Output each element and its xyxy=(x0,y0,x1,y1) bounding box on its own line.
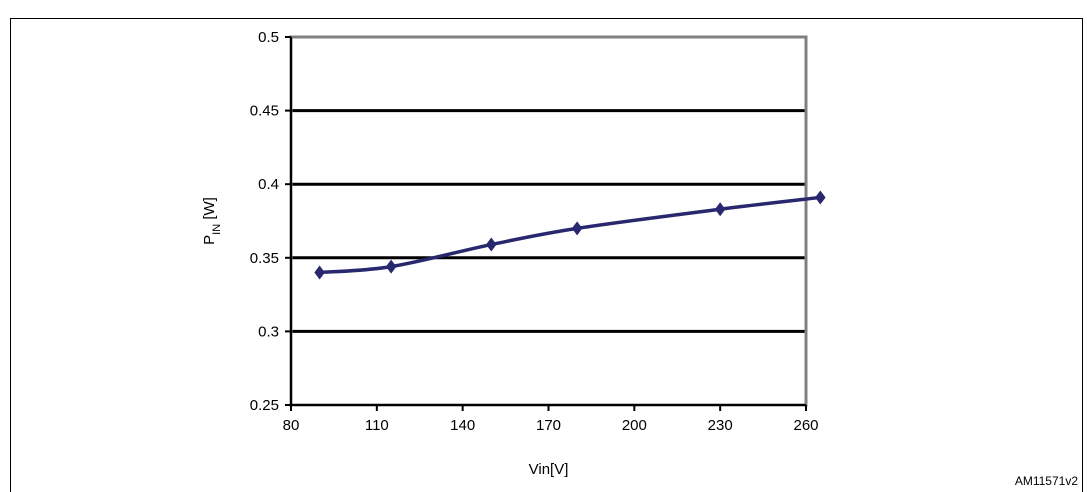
y-tick-label: 0.4 xyxy=(258,176,279,193)
y-axis-title-main: P xyxy=(201,235,218,245)
data-point-marker xyxy=(385,259,397,274)
x-tick-label: 110 xyxy=(365,417,389,434)
data-point-marker xyxy=(815,190,826,205)
x-tick-label: 260 xyxy=(793,417,818,434)
plot-area-border xyxy=(289,35,808,407)
data-series xyxy=(314,190,826,280)
y-axis-title-unit: [W] xyxy=(201,197,218,224)
x-tick-label: 230 xyxy=(708,417,733,434)
axes xyxy=(285,36,807,411)
series-line xyxy=(319,195,821,275)
y-tick-label: 0.45 xyxy=(250,103,279,120)
y-tick-label: 0.25 xyxy=(250,397,279,414)
y-tick-label: 0.3 xyxy=(258,323,279,340)
figure-id: AM11571v2 xyxy=(1015,474,1078,488)
y-axis-title: PIN [W] xyxy=(201,197,223,245)
tick-labels: 0.25 0.3 0.35 0.4 0.45 0.5 80 110 140 170 200 230 26… xyxy=(250,29,819,434)
figure-frame xyxy=(10,18,1083,492)
data-point-marker xyxy=(571,221,583,236)
data-point-marker xyxy=(486,237,497,252)
y-axis-title-subscript: IN xyxy=(211,224,223,235)
grid-lines xyxy=(291,109,806,333)
y-tick-label: 0.5 xyxy=(258,29,279,46)
data-point-marker xyxy=(714,202,726,217)
x-tick-label: 80 xyxy=(283,417,300,434)
x-axis-title: Vin[V] xyxy=(529,461,569,478)
data-point-marker xyxy=(314,265,325,280)
y-tick-label: 0.35 xyxy=(250,250,279,267)
x-tick-label: 140 xyxy=(450,417,475,434)
x-tick-label: 170 xyxy=(536,417,561,434)
x-tick-label: 200 xyxy=(622,417,647,434)
